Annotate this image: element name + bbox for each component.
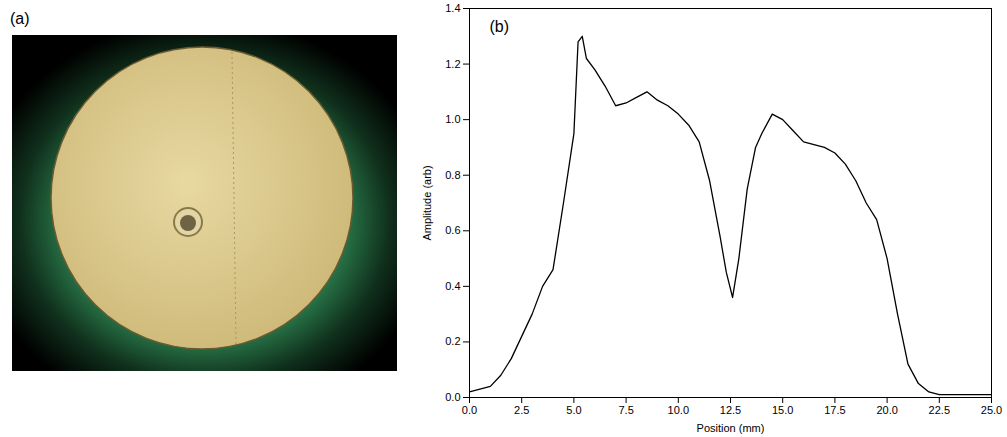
svg-text:25.0: 25.0 [981,404,1002,416]
svg-text:0.8: 0.8 [445,169,460,181]
svg-text:Position (mm): Position (mm) [697,422,765,434]
svg-text:15.0: 15.0 [772,404,793,416]
svg-text:20.0: 20.0 [876,404,897,416]
svg-text:(b): (b) [490,18,510,35]
svg-text:0.4: 0.4 [445,280,460,292]
svg-text:12.5: 12.5 [720,404,741,416]
svg-text:22.5: 22.5 [929,404,950,416]
svg-text:5.0: 5.0 [566,404,581,416]
svg-text:17.5: 17.5 [824,404,845,416]
svg-text:10.0: 10.0 [668,404,689,416]
svg-text:1.0: 1.0 [445,113,460,125]
svg-text:0.0: 0.0 [445,391,460,403]
svg-text:0.0: 0.0 [462,404,477,416]
svg-text:0.6: 0.6 [445,224,460,236]
svg-text:(a): (a) [10,10,30,27]
svg-text:2.5: 2.5 [514,404,529,416]
svg-text:1.2: 1.2 [445,58,460,70]
svg-text:0.2: 0.2 [445,335,460,347]
svg-text:7.5: 7.5 [618,404,633,416]
svg-text:1.4: 1.4 [445,2,460,14]
svg-text:Amplitude (arb): Amplitude (arb) [421,165,433,240]
